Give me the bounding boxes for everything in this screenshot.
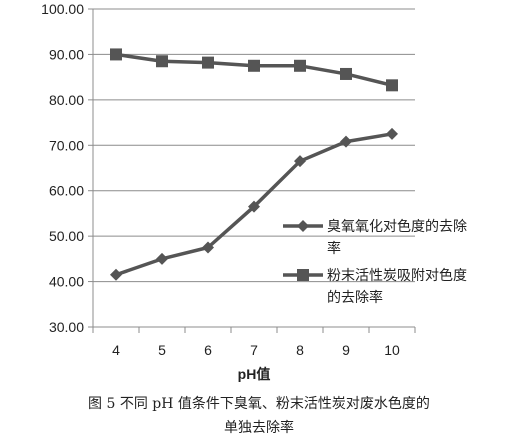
y-tick-label: 80.00 [49,92,84,108]
data-point [110,268,122,281]
data-point [294,59,306,72]
line-chart: 30.00 40.00 50.00 60.00 70.00 80.00 90.00 100.0… [41,1,467,382]
caption-line-1: 图 5 不同 pH 值条件下臭氧、粉末活性炭对废水色度的 [88,396,430,412]
y-tick-label: 70.00 [49,137,84,153]
data-point [386,127,398,140]
x-tick-label: 8 [296,342,304,358]
caption-line-2: 单独去除率 [224,420,294,436]
data-point [202,56,214,69]
data-point [340,135,352,148]
x-axis-ticks: 4 5 6 7 8 9 10 [92,327,416,358]
x-tick-label: 7 [250,342,258,358]
x-tick-label: 6 [204,342,212,358]
x-tick-label: 4 [112,342,120,358]
series-pac [110,48,398,92]
data-point [248,200,260,213]
data-point [297,220,309,232]
data-point [156,55,168,68]
series-group [110,48,398,281]
y-tick-label: 30.00 [49,319,84,335]
x-axis-label: pH值 [238,366,271,382]
y-tick-label: 40.00 [49,274,84,290]
data-point [248,59,260,72]
data-point [297,269,309,281]
legend-label: 粉末活性炭吸附对色度的去除率 [327,267,467,306]
data-point [202,241,214,254]
y-tick-label: 60.00 [49,183,84,199]
data-point [156,252,168,265]
y-tick-label: 90.00 [49,46,84,62]
y-tick-label: 100.00 [41,1,84,17]
data-point [386,79,398,92]
series-ozone [110,127,398,281]
legend-label: 臭氧氧化对色度的去除率 [327,218,467,257]
axes [92,9,415,328]
data-point [294,155,306,168]
x-tick-label: 5 [158,342,166,358]
figure-caption: 图 5 不同 pH 值条件下臭氧、粉末活性炭对废水色度的 单独去除率 [0,392,518,440]
x-tick-label: 9 [342,342,350,358]
y-axis-ticks: 30.00 40.00 50.00 60.00 70.00 80.00 90.00 100.0… [41,1,93,335]
data-point [340,67,352,80]
data-point [110,48,122,61]
x-tick-label: 10 [384,342,400,358]
grid-lines [93,8,415,283]
y-tick-label: 50.00 [49,228,84,244]
